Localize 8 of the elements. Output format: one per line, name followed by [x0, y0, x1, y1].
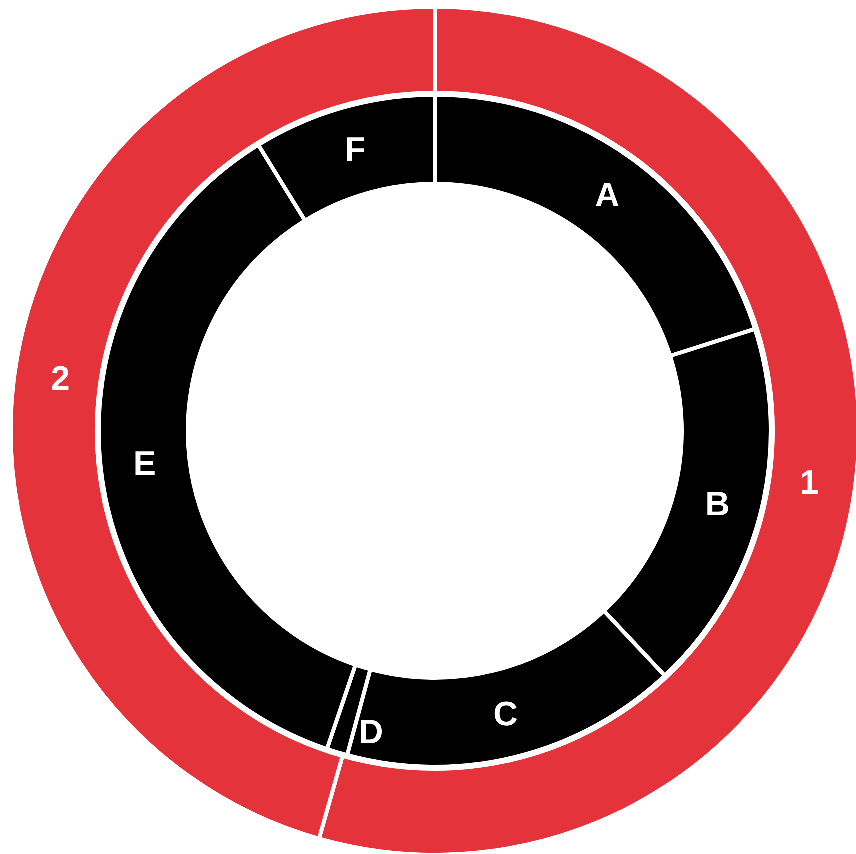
- slice-label: E: [134, 444, 156, 483]
- slice-label: F: [344, 131, 366, 170]
- slice-label: A: [595, 176, 620, 214]
- slice-label: 1: [800, 464, 819, 502]
- slice-label: C: [494, 695, 518, 734]
- slice-label: 2: [51, 360, 70, 398]
- slice-label: D: [358, 713, 384, 752]
- slice-label: B: [705, 486, 730, 524]
